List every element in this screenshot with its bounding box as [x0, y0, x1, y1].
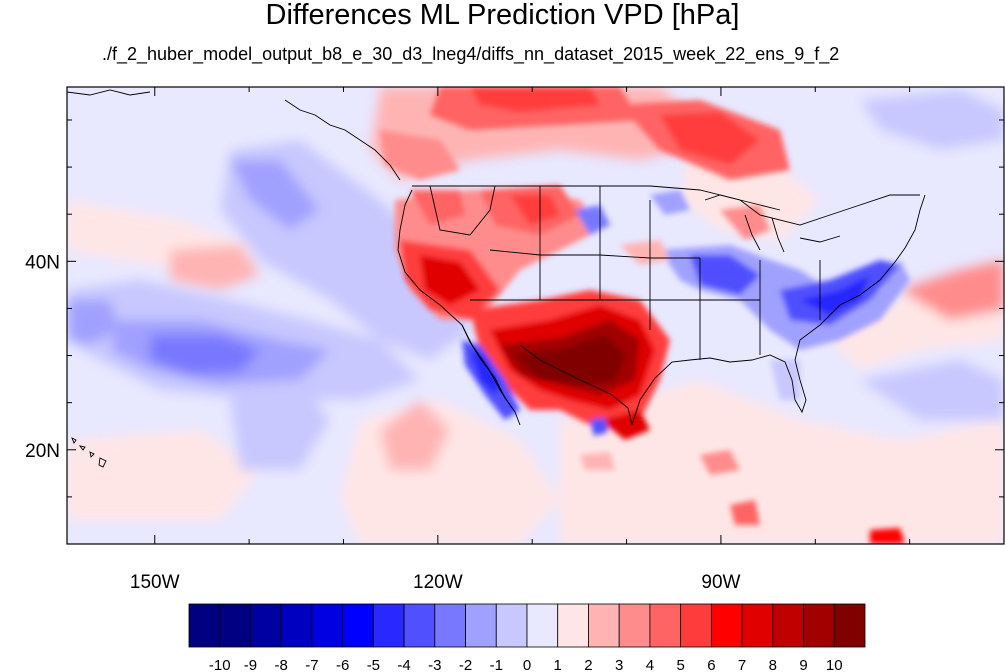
map-subtitle: ./f_2_huber_model_output_b8_e_30_d3_lneg… [102, 44, 840, 64]
colorbar-label: 8 [769, 657, 777, 672]
colorbar-label: -1 [490, 657, 503, 672]
lat-tick-label: 40N [25, 252, 60, 273]
colorbar-label: -2 [459, 657, 472, 672]
colorbar-swatch [342, 603, 374, 648]
colorbar-label: -4 [397, 657, 410, 672]
colorbar-swatch [495, 603, 528, 648]
colorbar: -10 -9 -8 -7 -6 -5 -4 -3 -2 -1 0 1 2 3 4 5 6 7 8 9 10 [188, 603, 866, 672]
colorbar-swatch [772, 603, 804, 648]
colorbar-label: -10 [209, 657, 231, 672]
alaska-coast [67, 89, 401, 181]
colorbar-label: -5 [367, 657, 380, 672]
latitude-axis: 40N 20N [25, 119, 1004, 498]
colorbar-swatch [710, 603, 743, 648]
colorbar-swatch [280, 603, 313, 648]
colorbar-swatch [526, 603, 559, 648]
colorbar-label: 9 [799, 657, 807, 672]
contour-field [67, 87, 1004, 544]
hawaii-islands [71, 437, 107, 468]
colorbar-label: 0 [523, 657, 531, 672]
colorbar-swatch [680, 603, 712, 648]
colorbar-label: 3 [615, 657, 623, 672]
map-title: Differences ML Prediction VPD [hPa] [265, 0, 740, 31]
colorbar-swatch [188, 603, 221, 648]
colorbar-swatch [741, 603, 774, 648]
colorbar-label: -6 [336, 657, 349, 672]
colorbar-label: -3 [428, 657, 441, 672]
colorbar-swatch [465, 603, 497, 648]
longitude-axis: 150W 120W 90W [130, 87, 1005, 593]
colorbar-label: -7 [305, 657, 318, 672]
colorbar-swatch [803, 603, 835, 648]
colorbar-swatch [557, 603, 589, 648]
colorbar-label: 2 [584, 657, 592, 672]
colorbar-swatch [434, 603, 466, 648]
lon-tick-label: 90W [701, 572, 740, 593]
colorbar-label: 1 [554, 657, 562, 672]
colorbar-swatch [372, 603, 405, 648]
lon-tick-label: 150W [130, 572, 180, 593]
colorbar-label: 5 [676, 657, 684, 672]
map-frame [66, 86, 1005, 545]
lon-tick-label: 120W [413, 572, 463, 593]
colorbar-swatch [618, 603, 651, 648]
colorbar-swatch [588, 603, 620, 648]
colorbar-label: 10 [826, 657, 843, 672]
colorbar-swatch [833, 603, 866, 648]
lat-tick-label: 20N [25, 441, 60, 462]
colorbar-label: -8 [275, 657, 288, 672]
colorbar-label: 4 [646, 657, 654, 672]
colorbar-swatch [649, 603, 682, 648]
colorbar-label: 6 [707, 657, 715, 672]
colorbar-swatch [311, 603, 344, 648]
coastlines [397, 185, 926, 426]
colorbar-swatch [250, 603, 282, 648]
colorbar-label: 7 [738, 657, 746, 672]
colorbar-swatch [219, 603, 251, 648]
colorbar-swatch [403, 603, 436, 648]
colorbar-label: -9 [244, 657, 257, 672]
